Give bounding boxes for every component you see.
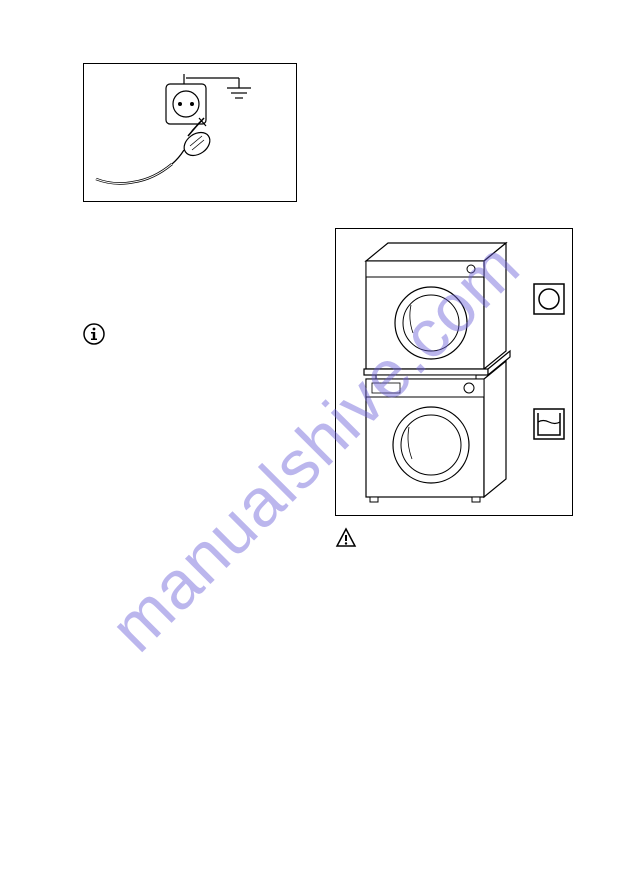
warning-icon bbox=[335, 527, 357, 549]
dryer-unit bbox=[366, 243, 506, 369]
washer-unit bbox=[366, 361, 506, 502]
dryer-symbol-icon bbox=[534, 284, 564, 314]
stacked-appliance-diagram bbox=[335, 228, 573, 516]
electrical-plug-diagram bbox=[83, 63, 297, 202]
wash-symbol-icon bbox=[534, 409, 564, 439]
info-icon bbox=[83, 323, 105, 345]
